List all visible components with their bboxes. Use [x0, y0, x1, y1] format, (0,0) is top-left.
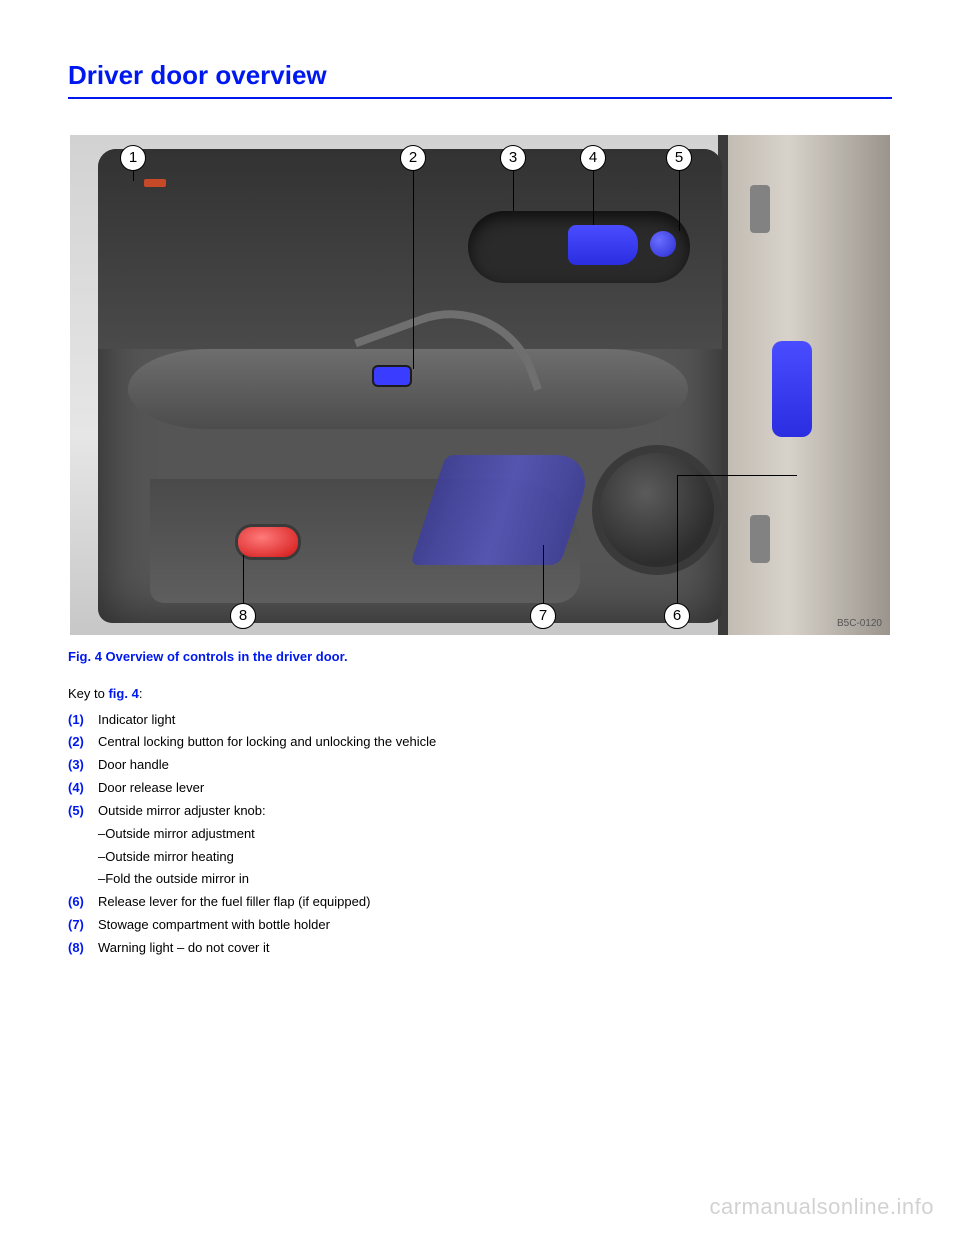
lead-line [133, 171, 134, 181]
callout-6: 6 [664, 603, 690, 629]
legend-item: (2)Central locking button for locking an… [68, 733, 892, 752]
fuel-flap-release [772, 341, 812, 437]
legend-item: (7)Stowage compartment with bottle holde… [68, 916, 892, 935]
legend-number: (6) [68, 893, 98, 912]
legend-list: (1)Indicator light(2)Central locking but… [68, 711, 892, 958]
legend-item: (1)Indicator light [68, 711, 892, 730]
legend-item: (4)Door release lever [68, 779, 892, 798]
legend-number: (3) [68, 756, 98, 775]
legend-text: Stowage compartment with bottle holder [98, 916, 330, 935]
legend-subitem: Outside mirror adjustment [98, 825, 892, 844]
legend-intro: Key to fig. 4: [68, 686, 892, 701]
callout-7: 7 [530, 603, 556, 629]
watermark: carmanualsonline.info [709, 1194, 934, 1220]
legend-intro-prefix: Key to [68, 686, 108, 701]
legend-sublist: Outside mirror adjustment Outside mirror … [68, 825, 892, 890]
legend-item: (3)Door handle [68, 756, 892, 775]
callout-4: 4 [580, 145, 606, 171]
door-speaker [592, 445, 722, 575]
lead-line [513, 171, 514, 211]
lead-line [543, 545, 544, 603]
callout-2: 2 [400, 145, 426, 171]
legend-text: Central locking button for locking and u… [98, 733, 436, 752]
legend-text: Indicator light [98, 711, 175, 730]
title-rule [68, 97, 892, 99]
callout-3: 3 [500, 145, 526, 171]
page-title: Driver door overview [68, 60, 892, 91]
legend-item: (8)Warning light – do not cover it [68, 939, 892, 958]
lead-line [243, 555, 244, 603]
warning-light-reflector [238, 527, 298, 557]
door-panel [98, 149, 722, 623]
legend-subitem: Outside mirror heating [98, 848, 892, 867]
legend-item: (5)Outside mirror adjuster knob: [68, 802, 892, 821]
callout-1: 1 [120, 145, 146, 171]
legend-text: Door release lever [98, 779, 204, 798]
door-release-lever [568, 225, 638, 265]
legend-intro-suffix: : [139, 686, 143, 701]
legend-item: (6)Release lever for the fuel filler fla… [68, 893, 892, 912]
door-hinge-upper [750, 185, 770, 233]
legend-number: (5) [68, 802, 98, 821]
lead-line [593, 171, 594, 225]
legend-text: Door handle [98, 756, 169, 775]
legend-number: (1) [68, 711, 98, 730]
legend-number: (2) [68, 733, 98, 752]
legend-text: Release lever for the fuel filler flap (… [98, 893, 370, 912]
door-diagram: 1 2 3 4 5 8 7 6 B5C-0120 [70, 135, 890, 635]
legend-number: (4) [68, 779, 98, 798]
legend-intro-figref: fig. 4 [108, 686, 138, 701]
lead-line [679, 171, 680, 231]
lead-line [677, 475, 797, 476]
legend-subitem: Fold the outside mirror in [98, 870, 892, 889]
lead-line [677, 475, 678, 603]
legend-number: (8) [68, 939, 98, 958]
legend-text: Warning light – do not cover it [98, 939, 270, 958]
door-hinge-lower [750, 515, 770, 563]
legend-text: Outside mirror adjuster knob: [98, 802, 266, 821]
central-locking-button [374, 367, 410, 385]
lead-line [413, 171, 414, 369]
figure-caption: Fig. 4 Overview of controls in the drive… [68, 649, 892, 664]
callout-5: 5 [666, 145, 692, 171]
diagram-code: B5C-0120 [837, 618, 882, 629]
mirror-adjuster-knob [650, 231, 676, 257]
legend-number: (7) [68, 916, 98, 935]
callout-8: 8 [230, 603, 256, 629]
indicator-light [144, 179, 166, 187]
